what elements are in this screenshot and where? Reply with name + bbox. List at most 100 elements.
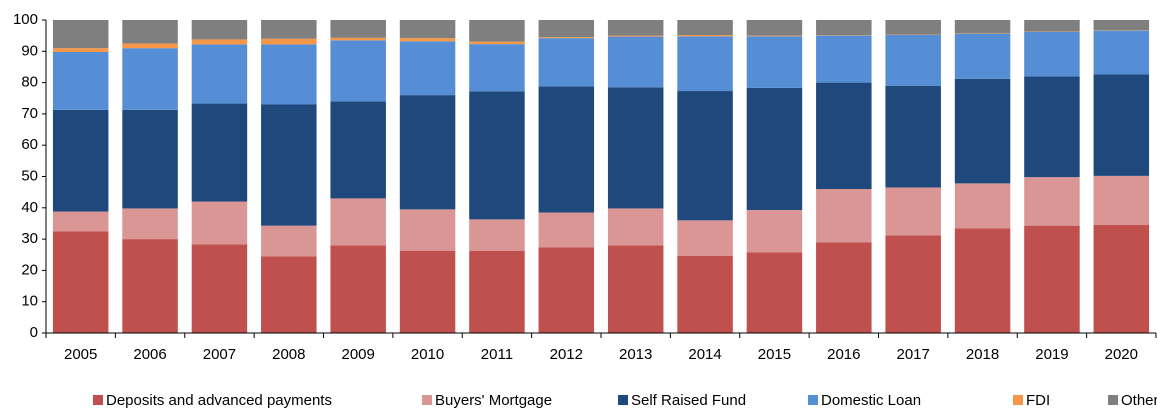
y-tick-label: 10: [21, 293, 38, 310]
x-tick-label: 2018: [966, 346, 999, 363]
legend-label: Buyers' Mortgage: [435, 392, 552, 409]
bar-segment: [885, 235, 941, 333]
bar-segment: [885, 187, 941, 236]
bar-segment: [677, 36, 733, 92]
bar-segment: [954, 33, 1011, 79]
bar-segment: [538, 38, 595, 87]
bar-segment: [330, 245, 386, 333]
bar-segment: [1024, 31, 1080, 77]
bar-segment: [1093, 74, 1150, 176]
bar-segment: [399, 250, 456, 333]
bar-segment: [399, 95, 456, 210]
bar-segment: [677, 35, 733, 37]
bar-segment: [1024, 76, 1080, 178]
legend-label: Self Raised Fund: [631, 392, 746, 409]
y-tick-label: 50: [21, 167, 38, 184]
bar-segment: [191, 39, 248, 45]
y-tick-label: 90: [21, 42, 38, 59]
bar-segment: [122, 208, 178, 240]
bar-segment: [469, 219, 525, 251]
legend-label: FDI: [1026, 392, 1050, 409]
bar-segment: [816, 242, 872, 333]
bar-segment: [677, 91, 733, 221]
bar-segment: [607, 208, 664, 246]
x-tick-label: 2016: [827, 346, 860, 363]
x-tick-label: 2014: [688, 346, 721, 363]
bar-segment: [330, 20, 386, 38]
bar-segment: [954, 228, 1011, 333]
bar-segment: [816, 35, 872, 83]
bar-segment: [122, 48, 178, 110]
bar-segment: [954, 78, 1011, 184]
x-tick-label: 2005: [64, 346, 97, 363]
y-tick-label: 70: [21, 105, 38, 122]
bar-segment: [746, 36, 803, 88]
bar-segment: [1093, 225, 1150, 333]
bar-segment: [607, 245, 664, 333]
bar-segment: [330, 101, 386, 199]
y-tick-label: 100: [13, 11, 38, 28]
bar-segment: [191, 201, 248, 245]
bar-segment: [607, 35, 664, 37]
bar-segment: [954, 183, 1011, 229]
bar-segment: [52, 211, 109, 232]
bar-segment: [261, 104, 317, 226]
bar-segment: [538, 247, 595, 333]
bar-segment: [607, 36, 664, 88]
legend-swatch: [422, 395, 432, 405]
bar-segment: [746, 209, 803, 253]
x-tick-label: 2009: [342, 346, 375, 363]
bar-segment: [607, 87, 664, 209]
bar-segment: [330, 37, 386, 41]
bar-segment: [469, 44, 525, 92]
bar-segment: [399, 20, 456, 39]
bar-segment: [538, 86, 595, 213]
legend-label: Deposits and advanced payments: [106, 392, 332, 409]
bar-segment: [538, 20, 595, 38]
legend-swatch: [93, 395, 103, 405]
y-tick-label: 40: [21, 199, 38, 216]
bar-segment: [399, 41, 456, 96]
bar-segment: [52, 51, 109, 110]
bar-segment: [261, 20, 317, 39]
x-tick-label: 2010: [411, 346, 444, 363]
bar-segment: [607, 20, 664, 36]
bar-segment: [816, 189, 872, 243]
bar-segment: [52, 20, 109, 49]
bar-segment: [469, 41, 525, 45]
bar-segment: [52, 231, 109, 333]
legend-label: Domestic Loan: [821, 392, 921, 409]
bar-segment: [885, 35, 941, 86]
x-tick-label: 2011: [481, 346, 513, 363]
bar-segment: [469, 91, 525, 220]
y-tick-label: 20: [21, 261, 38, 278]
bar-segment: [122, 239, 178, 333]
y-tick-label: 80: [21, 74, 38, 91]
bar-segment: [122, 109, 178, 209]
y-tick-label: 60: [21, 136, 38, 153]
bar-segment: [191, 103, 248, 202]
bar-segment: [885, 20, 941, 35]
bar-segment: [1024, 225, 1080, 333]
bar-segment: [677, 256, 733, 333]
x-tick-label: 2015: [758, 346, 791, 363]
y-tick-label: 30: [21, 230, 38, 247]
bar-segment: [399, 209, 456, 251]
bar-segment: [52, 109, 109, 212]
bar-segment: [885, 85, 941, 188]
bar-segment: [330, 40, 386, 102]
bar-segment: [746, 35, 803, 37]
bar-segment: [469, 250, 525, 333]
x-tick-label: 2017: [897, 346, 930, 363]
legend-swatch: [1108, 395, 1118, 405]
bar-segment: [261, 225, 317, 257]
bar-segment: [1024, 177, 1080, 226]
x-tick-label: 2008: [272, 346, 305, 363]
bar-segment: [954, 20, 1011, 34]
bar-segment: [1093, 30, 1150, 75]
x-tick-label: 2012: [550, 346, 583, 363]
x-tick-label: 2019: [1035, 346, 1068, 363]
x-tick-label: 2013: [619, 346, 652, 363]
bar-segment: [1093, 20, 1150, 31]
